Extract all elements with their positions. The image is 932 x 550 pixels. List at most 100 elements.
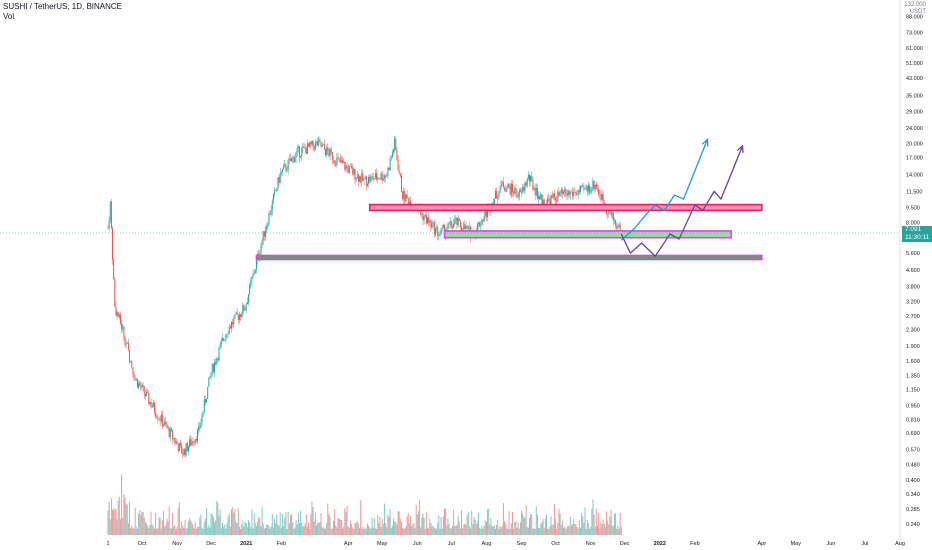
candle-body	[479, 222, 481, 227]
volume-bar	[555, 518, 557, 535]
candle-body	[121, 323, 123, 330]
volume-bar	[221, 522, 223, 535]
x-tick-label: Jun	[826, 541, 835, 547]
volume-bar	[584, 507, 586, 535]
candle-body	[453, 223, 455, 228]
volume-bar	[608, 524, 610, 535]
x-tick-label: Sep	[517, 541, 527, 547]
volume-bar	[399, 518, 401, 535]
volume-bar	[366, 523, 368, 535]
volume-bar	[602, 519, 604, 535]
candle-body	[584, 188, 586, 190]
candle-body	[441, 227, 443, 229]
x-tick-label: May	[791, 541, 802, 547]
volume-bar	[581, 513, 583, 535]
candle-body	[164, 421, 166, 425]
candle-body	[264, 230, 266, 237]
volume-bar	[245, 522, 247, 535]
volume-bar	[255, 526, 257, 535]
candle-body	[390, 157, 392, 159]
volume-bar	[146, 523, 148, 535]
volume-bar	[389, 508, 391, 535]
volume-bar	[217, 502, 219, 535]
volume-bar	[165, 525, 167, 535]
candle-body	[297, 146, 299, 148]
candle-body	[531, 175, 533, 180]
volume-bar	[516, 527, 518, 535]
candle-body	[533, 188, 535, 190]
candle-body	[305, 148, 307, 154]
candle-body	[133, 373, 135, 380]
volume-bar	[332, 520, 334, 535]
volume-bar	[606, 511, 608, 535]
volume-bar	[564, 526, 566, 535]
candle-body	[266, 226, 268, 231]
volume-bar	[578, 520, 580, 535]
volume-bar	[312, 507, 314, 535]
volume-bar	[283, 525, 285, 535]
volume-bar	[218, 516, 220, 535]
x-tick-label: 2021	[240, 541, 252, 547]
volume-bar	[522, 513, 524, 535]
volume-bar	[144, 521, 146, 535]
candle-body	[610, 211, 612, 216]
candle-body	[269, 213, 271, 215]
candle-body	[408, 201, 410, 206]
volume-bar	[511, 511, 513, 535]
time-axis: 1 Oct Nov Dec 2021 Feb Apr May Jun Jul Aug Sep Oct No…	[106, 541, 904, 547]
candle-body	[231, 322, 233, 329]
candle-body	[223, 338, 225, 341]
candle-body	[326, 147, 328, 156]
volume-bar	[233, 512, 235, 535]
candle-body	[487, 207, 489, 217]
volume-bar	[380, 526, 382, 535]
volume-bar	[344, 508, 346, 535]
candle-body	[170, 428, 172, 431]
volume-bar	[285, 511, 287, 535]
volume-bar	[191, 522, 193, 535]
volume-bar	[613, 513, 615, 535]
candle-body	[517, 196, 519, 198]
candle-body	[194, 439, 196, 443]
volume-bar	[246, 527, 248, 535]
candle-body	[294, 157, 296, 163]
candle-body	[428, 217, 430, 223]
y-tick-label: 0.340	[906, 492, 920, 498]
candle-body	[388, 167, 390, 171]
candle-body	[228, 326, 230, 334]
candle-body	[134, 379, 136, 380]
candle-body	[236, 312, 238, 315]
candle-body	[335, 162, 337, 166]
volume-bar	[224, 524, 226, 535]
y-tick-label: 0.285	[906, 507, 920, 513]
volume-bar	[386, 527, 388, 535]
y-tick-label: 73.000	[906, 30, 923, 36]
volume-bar	[447, 518, 449, 535]
volume-bar	[585, 528, 587, 535]
x-tick-label: Jul	[861, 541, 868, 547]
volume-bar	[253, 513, 255, 535]
volume-bar	[517, 522, 519, 535]
volume-bar	[268, 526, 270, 535]
volume-bar	[566, 527, 568, 535]
candle-body	[308, 143, 310, 147]
candle-body	[594, 184, 596, 190]
volume-bar	[476, 521, 478, 535]
candle-body	[302, 146, 304, 149]
candle-body	[397, 159, 399, 171]
volume-bar	[126, 504, 128, 535]
candle-body	[507, 184, 509, 188]
candle-body	[338, 157, 340, 159]
candle-body	[320, 141, 322, 147]
volume-bar	[496, 524, 498, 535]
candle-body	[192, 441, 194, 443]
volume-bar	[198, 526, 200, 535]
volume-bar	[259, 518, 261, 535]
candle-body	[140, 385, 142, 388]
candle-body	[500, 181, 502, 188]
volume-bar	[347, 526, 349, 535]
volume-bar	[534, 528, 536, 535]
volume-bar	[214, 522, 216, 535]
volume-bar	[119, 519, 121, 535]
